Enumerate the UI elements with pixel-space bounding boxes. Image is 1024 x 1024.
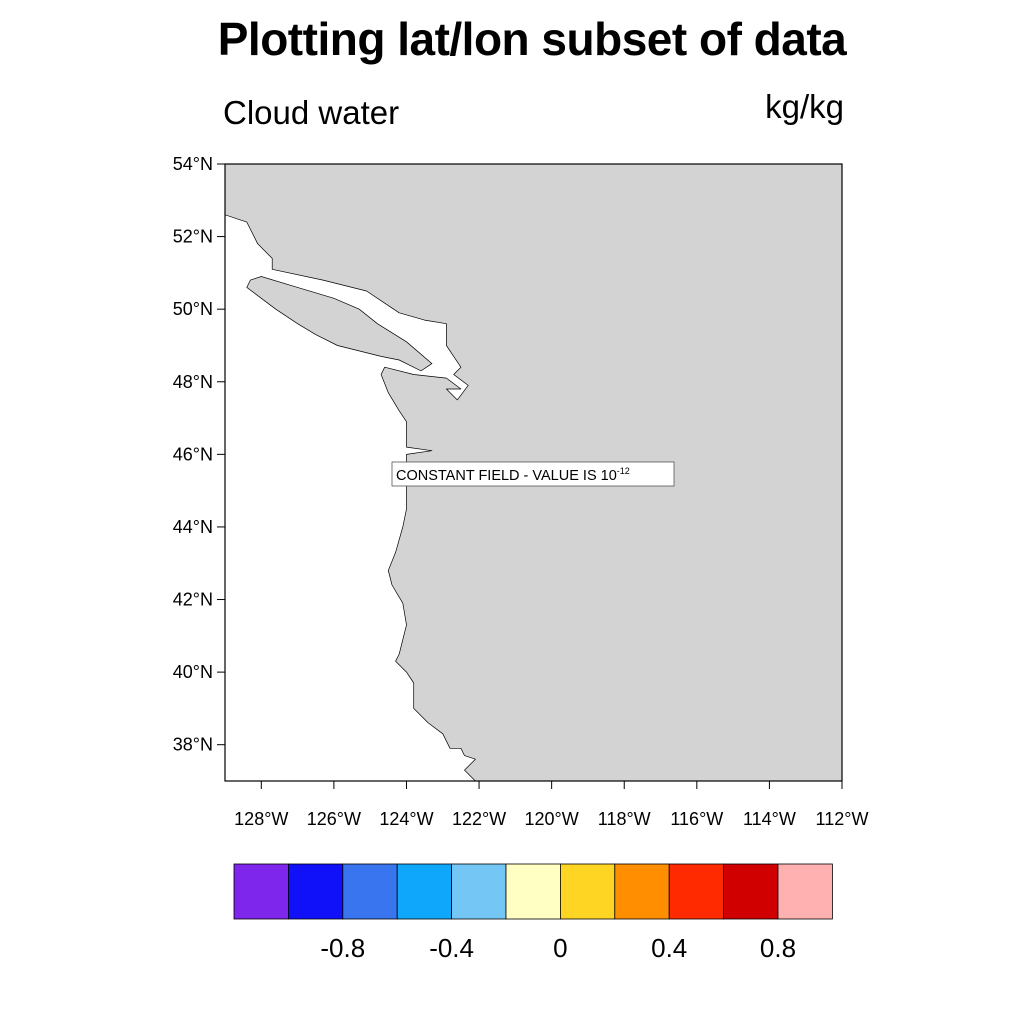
longitude-axis: 128°W 126°W 124°W 122°W 120°W 118°W 116°W 114°W… (234, 781, 868, 829)
lat-tick-label: 40°N (173, 662, 213, 682)
colorbar-label: 0 (553, 933, 567, 963)
constant-field-annotation: CONSTANT FIELD - VALUE IS 10-12 (391, 461, 675, 487)
colorbar-label: 0.4 (651, 933, 687, 963)
colorbar (233, 863, 833, 920)
lat-tick-label: 50°N (173, 299, 213, 319)
lat-tick-label: 46°N (173, 444, 213, 464)
lat-tick-label: 54°N (173, 154, 213, 174)
colorbar-box (777, 863, 833, 920)
svg-text:CONSTANT FIELD - VALUE IS 10-1: CONSTANT FIELD - VALUE IS 10-12 (396, 466, 630, 484)
colorbar-box (668, 863, 725, 920)
colorbar-labels: -0.8 -0.4 0 0.4 0.8 (320, 933, 796, 963)
lon-tick-label: 116°W (670, 809, 723, 829)
lon-tick-label: 112°W (816, 809, 869, 829)
colorbar-box (287, 863, 344, 920)
lat-tick-label: 48°N (173, 372, 213, 392)
latitude-axis: 54°N 52°N 50°N 48°N 46°N 44°N 42°N 40°N 38°N (173, 154, 225, 755)
plot-title: Plotting lat/lon subset of data (217, 13, 847, 65)
colorbar-box (723, 863, 779, 920)
colorbar-box (233, 863, 289, 920)
colorbar-box (505, 863, 561, 920)
lat-tick-label: 44°N (173, 517, 213, 537)
lon-tick-label: 128°W (234, 809, 288, 829)
colorbar-label: 0.8 (760, 933, 796, 963)
map-frame (224, 163, 843, 782)
annotation-box (391, 461, 675, 487)
vancouver-island (246, 276, 433, 372)
colorbar-box (451, 863, 507, 920)
lat-tick-label: 52°N (173, 227, 213, 247)
lon-tick-label: 118°W (598, 809, 651, 829)
colorbar-box (396, 863, 453, 920)
variable-name-label: Cloud water (223, 94, 400, 131)
colorbar-label: -0.8 (320, 933, 365, 963)
lat-tick-label: 38°N (173, 735, 213, 755)
lon-tick-label: 124°W (379, 809, 433, 829)
colorbar-box (560, 863, 616, 920)
colorbar-box (614, 863, 670, 920)
lon-tick-label: 122°W (452, 809, 506, 829)
colorbar-box (342, 863, 398, 920)
lon-tick-label: 126°W (307, 809, 361, 829)
lon-tick-label: 114°W (743, 809, 796, 829)
lat-tick-label: 42°N (173, 590, 213, 610)
colorbar-label: -0.4 (429, 933, 474, 963)
annotation-exponent: -12 (617, 466, 630, 476)
annotation-text: CONSTANT FIELD - VALUE IS 10 (396, 468, 617, 484)
lon-tick-label: 120°W (525, 809, 579, 829)
units-label: kg/kg (765, 88, 844, 125)
